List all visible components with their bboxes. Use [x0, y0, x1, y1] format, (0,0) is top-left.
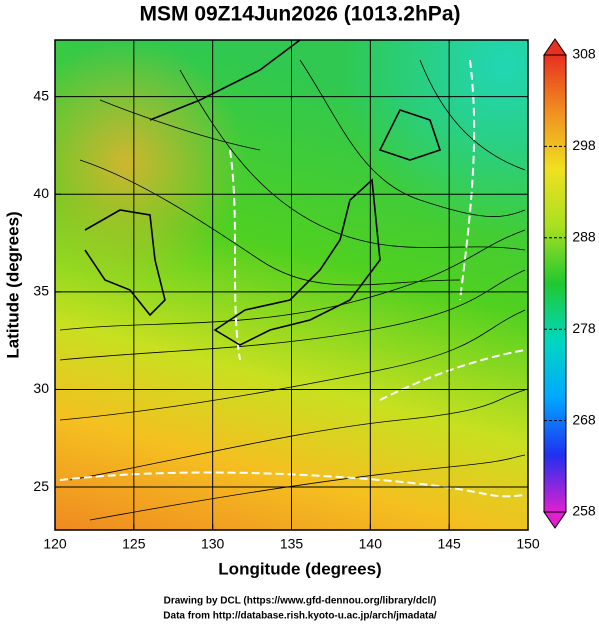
- grid: 120 125 130 135 140 145 150 25 30 35 40 45: [33, 40, 540, 552]
- x-tick-label: 125: [122, 536, 146, 552]
- x-tick-label: 150: [516, 536, 540, 552]
- colorbar-top-triangle: [543, 38, 567, 56]
- y-axis-label: Latitude (degrees): [3, 211, 22, 358]
- credit: Data from http://database.rish.kyoto-u.a…: [163, 611, 437, 622]
- colorbar-tick-label: 308: [572, 46, 596, 62]
- x-tick-label: 145: [437, 536, 461, 552]
- y-tick-label: 45: [33, 87, 49, 103]
- colorbar-bottom-triangle: [543, 511, 567, 529]
- isotherms: [59, 59, 526, 498]
- colorbar-body: [543, 54, 567, 513]
- x-tick-label: 120: [43, 536, 67, 552]
- title: MSM 09Z14Jun2026 (1013.2hPa): [140, 3, 461, 26]
- colorbar-tick-label: 268: [572, 411, 596, 427]
- colorbar: 258 268 278 288 298 308: [543, 38, 596, 529]
- credit: Drawing by DCL (https://www.gfd-dennou.o…: [164, 596, 437, 607]
- y-tick-label: 30: [33, 380, 49, 396]
- streamlines: [59, 59, 526, 521]
- colorbar-tick-label: 278: [572, 320, 596, 336]
- coastline: [84, 40, 442, 346]
- x-tick-label: 140: [359, 536, 383, 552]
- colorbar-tick-label: 288: [572, 229, 596, 245]
- x-tick-label: 135: [280, 536, 304, 552]
- x-tick-label: 130: [201, 536, 225, 552]
- plot-frame: [54, 39, 529, 531]
- x-axis-label: Longitude (degrees): [218, 559, 381, 578]
- colorbar-tick-label: 258: [572, 503, 596, 519]
- y-tick-label: 40: [33, 185, 49, 201]
- y-tick-label: 35: [33, 283, 49, 299]
- y-tick-label: 25: [33, 478, 49, 494]
- colorbar-tick-label: 298: [572, 137, 596, 153]
